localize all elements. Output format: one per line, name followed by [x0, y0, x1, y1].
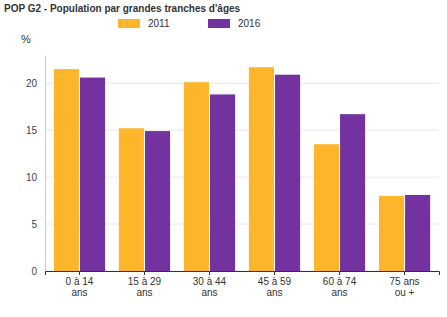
tick-label: 20 [26, 78, 38, 89]
tick: 0 à 14ans [66, 271, 94, 298]
bar [184, 82, 209, 271]
x-axis: 0 à 14ans 15 à 29ans 30 à 44ans 45 à 59ans 6… [46, 271, 440, 298]
y-axis-title: % [21, 33, 31, 45]
chart: POP G2 - Population par grandes tranches… [0, 0, 447, 317]
tick-label: 5 [31, 219, 37, 230]
tick-label: 0 à 14ans [66, 276, 94, 298]
tick-label: 60 à 74ans [323, 276, 357, 298]
tick-label: 15 [26, 125, 38, 136]
tick-mark [404, 271, 405, 275]
tick: 5 [31, 219, 45, 230]
tick-mark [209, 271, 210, 275]
bar [379, 196, 404, 271]
bar [210, 94, 235, 271]
x-axis-line [46, 272, 440, 276]
bar [314, 144, 339, 271]
bar [119, 128, 144, 271]
bar [405, 195, 430, 271]
tick-mark [274, 271, 275, 275]
tick: 45 à 59ans [258, 271, 292, 298]
tick: 75 ansou + [390, 271, 420, 298]
tick-label: 30 à 44ans [193, 276, 227, 298]
plot: 0 5 10 15 20 0 à 14ans 15 à 29ans 30 à 44ans 45 … [26, 56, 440, 299]
bar [80, 78, 105, 271]
tick: 0 [31, 266, 45, 277]
tick-label: 75 ansou + [390, 276, 420, 298]
legend-swatch [208, 19, 230, 28]
tick-label: 15 à 29ans [128, 276, 162, 298]
bar [340, 114, 365, 271]
tick: 15 à 29ans [128, 271, 162, 298]
legend-label: 2016 [238, 18, 261, 29]
bar [249, 67, 274, 271]
legend: 2011 2016 [118, 18, 261, 29]
tick-mark [339, 271, 340, 275]
tick-mark [79, 271, 80, 275]
bar [145, 131, 170, 271]
legend-label: 2011 [148, 18, 170, 29]
tick-mark [144, 271, 145, 275]
bar [275, 75, 300, 271]
series [54, 67, 404, 271]
bars [54, 67, 430, 271]
y-axis: 0 5 10 15 20 [26, 56, 46, 277]
tick: 30 à 44ans [193, 271, 227, 298]
tick: 10 [26, 172, 45, 183]
tick-label: 45 à 59ans [258, 276, 292, 298]
bar [54, 69, 79, 271]
y-axis-line [45, 56, 46, 272]
series [80, 75, 430, 271]
tick-label: 10 [26, 172, 38, 183]
title: POP G2 - Population par grandes tranches… [4, 3, 241, 14]
tick: 15 [26, 125, 45, 136]
legend-swatch [118, 19, 140, 28]
tick-label: 0 [31, 266, 37, 277]
tick: 20 [26, 78, 45, 89]
tick: 60 à 74ans [323, 271, 357, 298]
